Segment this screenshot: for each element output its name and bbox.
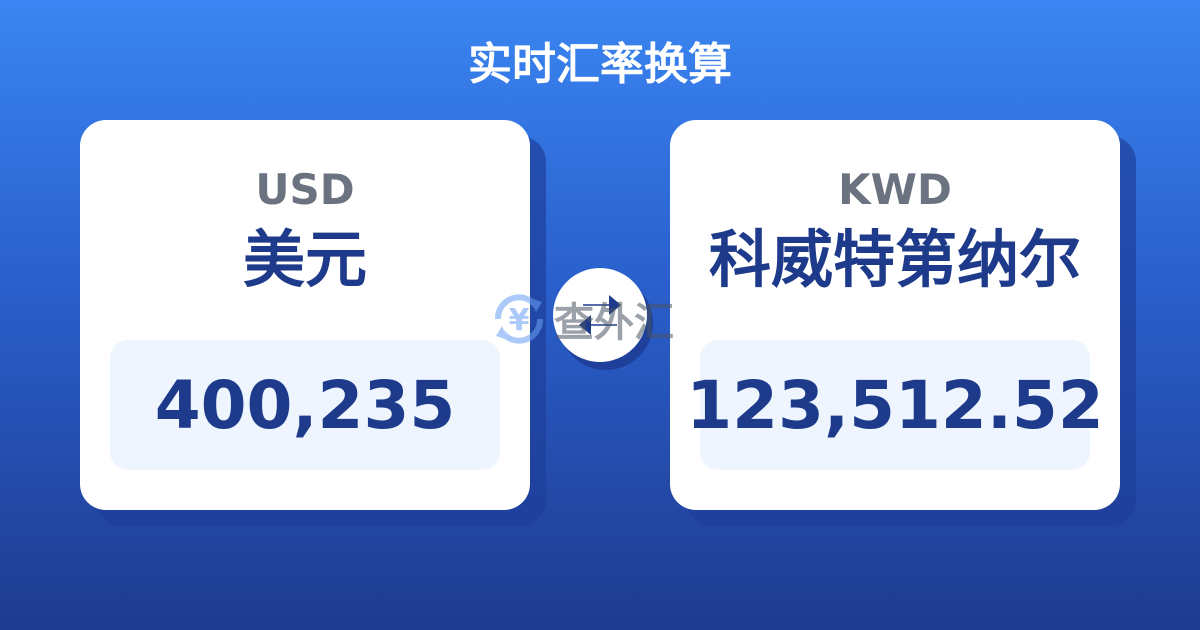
from-currency-card[interactable]: USD 美元 400,235 xyxy=(80,120,530,510)
from-amount[interactable]: 400,235 xyxy=(110,340,500,470)
to-amount[interactable]: 123,512.52 xyxy=(686,340,1104,470)
watermark-text: 查外汇 xyxy=(554,300,674,346)
to-currency-name: 科威特第纳尔 xyxy=(708,223,1081,296)
to-currency-card[interactable]: KWD 科威特第纳尔 123,512.52 xyxy=(670,120,1120,510)
swap-arrows-icon xyxy=(579,295,621,335)
from-currency-name: 美元 xyxy=(242,223,367,296)
watermark: ¥ 查外汇 xyxy=(490,290,674,348)
swap-button[interactable] xyxy=(553,268,647,362)
to-currency-code: KWD xyxy=(838,165,952,214)
from-currency-code: USD xyxy=(255,165,355,214)
page-title: 实时汇率换算 xyxy=(468,39,732,90)
svg-text:¥: ¥ xyxy=(509,303,530,338)
yen-refresh-logo-icon: ¥ xyxy=(494,294,544,344)
